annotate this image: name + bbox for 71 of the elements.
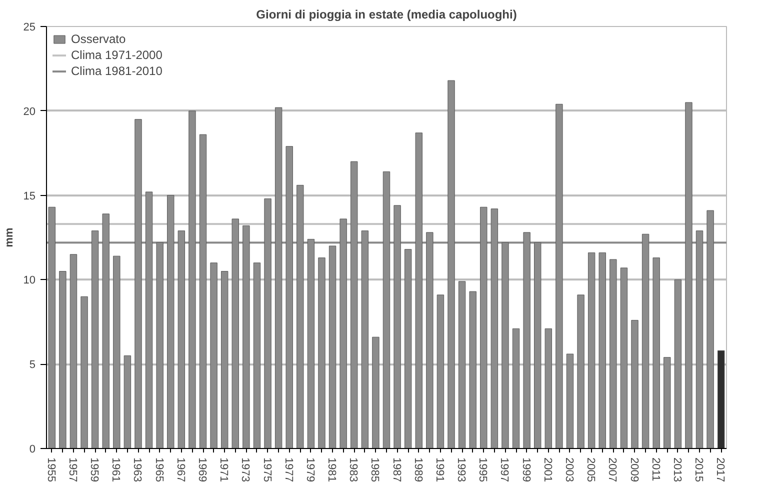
x-tick-label: 2009 (628, 458, 640, 482)
bar (318, 258, 326, 448)
y-axis-title: mm (3, 228, 16, 248)
bar (674, 279, 682, 448)
bar (458, 281, 466, 448)
legend-label: Clima 1971-2000 (71, 48, 162, 62)
bar (631, 320, 638, 448)
x-tick-label: 1955 (44, 458, 57, 482)
x-tick-label: 1999 (520, 458, 532, 482)
legend-label: Clima 1981-2010 (71, 64, 162, 78)
bar (80, 296, 88, 448)
x-tick-label: 2003 (562, 458, 575, 482)
x-tick-label: 2001 (541, 458, 554, 482)
x-tick-label: 2013 (670, 458, 683, 482)
bar (210, 262, 218, 448)
x-tick-label: 1981 (326, 458, 338, 482)
x-tick-label: 1979 (304, 458, 316, 482)
x-tick-label: 1985 (368, 458, 381, 482)
x-tick-label: 2007 (606, 458, 618, 482)
bar (610, 259, 617, 448)
x-tick-label: 2011 (649, 458, 662, 482)
bar (469, 291, 476, 448)
x-tick-label: 1983 (347, 458, 360, 482)
x-tick-label: 1995 (476, 458, 489, 482)
x-tick-label: 1975 (260, 458, 273, 482)
bar (253, 262, 261, 448)
x-tick-label: 1961 (110, 458, 122, 482)
bar (372, 336, 380, 448)
x-tick-label: 1967 (174, 458, 186, 482)
bar (652, 258, 660, 448)
x-tick-label: 2017 (714, 458, 726, 482)
bar (664, 357, 671, 448)
y-tick-label: 0 (29, 444, 36, 456)
y-tick-label: 15 (23, 190, 36, 202)
y-tick-label: 5 (29, 359, 36, 372)
x-tick-label: 2005 (584, 458, 597, 482)
x-tick-label: 1987 (390, 458, 402, 482)
x-tick-label: 1989 (412, 458, 424, 482)
bar (566, 354, 574, 448)
y-tick-label: 10 (23, 274, 36, 287)
x-tick-label: 1965 (152, 458, 165, 482)
bar (124, 355, 132, 448)
y-tick-label: 25 (23, 22, 36, 34)
x-tick-label: 1963 (131, 458, 144, 482)
x-tick-label: 1957 (66, 458, 78, 482)
x-tick-label: 2015 (692, 458, 705, 482)
x-tick-label: 1969 (196, 458, 208, 482)
bar (436, 294, 444, 448)
x-tick-label: 1993 (455, 458, 468, 482)
bar (620, 268, 628, 448)
chart-title: Giorni di pioggia in estate (media capoluoghi) (256, 8, 517, 22)
x-tick-label: 1997 (498, 458, 510, 482)
y-tick-label: 20 (23, 106, 36, 118)
x-tick-label: 1973 (239, 458, 252, 482)
bar (544, 328, 552, 448)
bar (512, 328, 520, 448)
x-tick-label: 1971 (218, 458, 230, 482)
bar (598, 252, 606, 448)
bar (328, 246, 336, 448)
bar (70, 254, 78, 448)
bar (718, 350, 725, 448)
x-tick-label: 1977 (282, 458, 294, 482)
bar (59, 271, 66, 448)
bar (221, 271, 228, 448)
legend-label: Osservato (71, 32, 126, 46)
x-tick-label: 1991 (433, 458, 446, 482)
bar (588, 252, 596, 448)
bar (113, 256, 120, 448)
bar (404, 249, 412, 448)
bar (577, 294, 584, 448)
x-tick-label: 1959 (88, 458, 100, 482)
